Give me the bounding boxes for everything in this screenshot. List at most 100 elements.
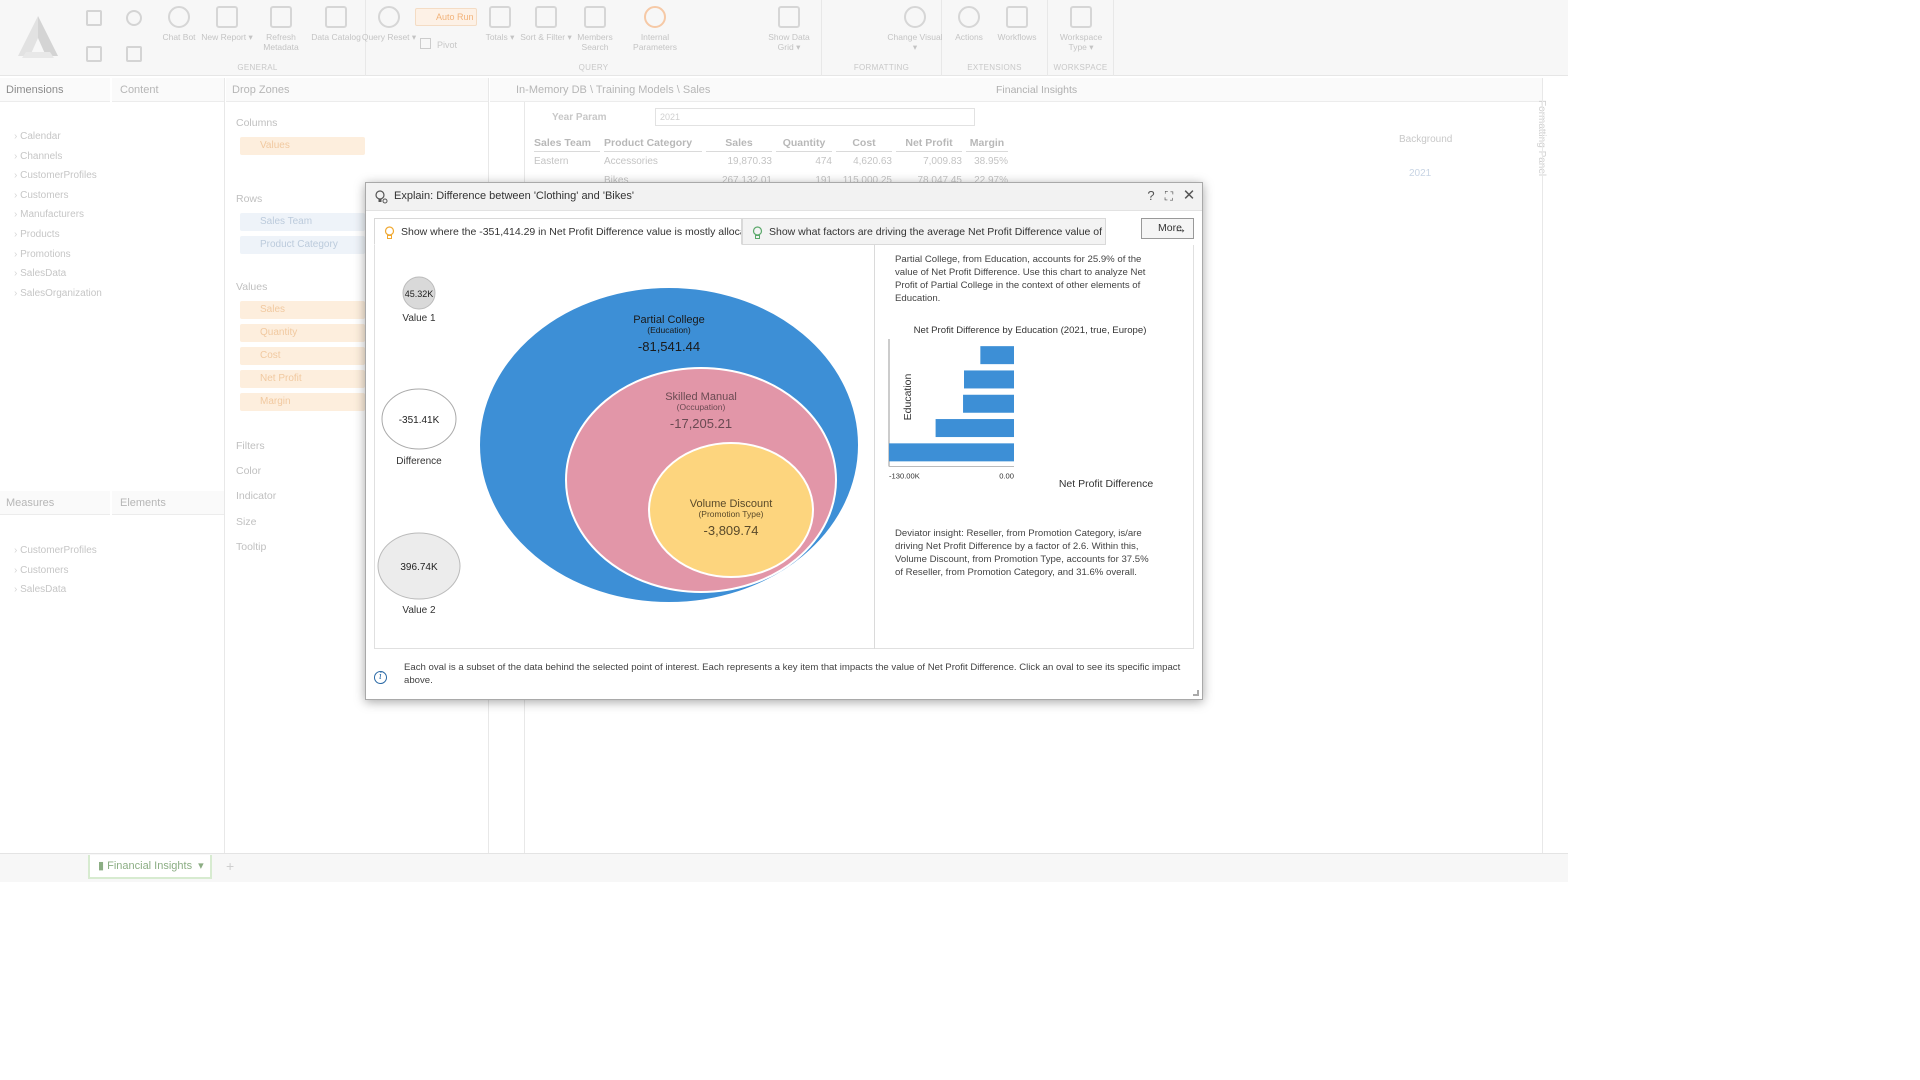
image-icon[interactable]: [86, 46, 102, 62]
internal-parameters-button[interactable]: Internal Parameters: [626, 6, 684, 52]
oval-skilled-manual-name: Skilled Manual: [665, 391, 737, 403]
grid-cell: Accessories: [604, 156, 658, 167]
dialog-footer-note: Each oval is a subset of the data behind…: [404, 662, 1181, 686]
scatter-icon[interactable]: [126, 10, 142, 26]
workflows-button[interactable]: Workflows: [988, 6, 1046, 42]
refresh-metadata-button[interactable]: Refresh Metadata: [252, 6, 310, 52]
grid-header-cell[interactable]: Sales: [706, 137, 772, 152]
measure-item[interactable]: CustomerProfiles: [14, 545, 97, 556]
dimension-item[interactable]: SalesOrganization: [14, 288, 102, 299]
actions-icon: [958, 6, 980, 28]
year-param-select[interactable]: 2021: [655, 108, 975, 126]
value2-bubble-text: 396.74K: [400, 562, 438, 573]
report-breadcrumb: In-Memory DB \ Training Models \ Sales: [490, 78, 1542, 102]
chart-bar[interactable]: [935, 419, 1014, 438]
dimension-item[interactable]: Channels: [14, 151, 62, 162]
grid-cell: 22.97%: [974, 175, 1008, 186]
grid-cell: 267,132.01: [721, 175, 772, 186]
insight-icon: [375, 190, 388, 204]
report-tab-financial-insights[interactable]: ▮ Financial Insights ▾: [88, 855, 212, 879]
grid-cell: Bikes: [604, 175, 629, 186]
size-zone-label[interactable]: Size: [236, 516, 257, 528]
oval-volume-discount[interactable]: [648, 442, 814, 578]
dimension-item[interactable]: Promotions: [14, 249, 71, 260]
close-icon[interactable]: ✕: [1182, 187, 1196, 204]
workspace-type-button[interactable]: Workspace Type ▾: [1052, 6, 1110, 52]
resize-grip-icon[interactable]: [1193, 690, 1199, 696]
auto-run-toggle[interactable]: Auto Run: [415, 8, 477, 26]
grid-cell: 474: [815, 156, 832, 167]
sort-filter-button[interactable]: Sort & Filter ▾: [517, 6, 575, 42]
value2-bubble[interactable]: [377, 532, 461, 600]
dimension-item[interactable]: SalesData: [14, 268, 66, 279]
chart-bar[interactable]: [889, 443, 1014, 462]
ribbon-group-general: GENERAL: [150, 0, 366, 76]
drop-zone-field[interactable]: Sales Team: [240, 213, 365, 231]
drop-zone-field[interactable]: Quantity: [240, 324, 365, 342]
dimension-item[interactable]: Products: [14, 229, 59, 240]
ribbon-group-formatting: FORMATTING: [822, 0, 942, 76]
totals-button[interactable]: Totals ▾: [471, 6, 529, 42]
dimension-item[interactable]: Calendar: [14, 131, 61, 142]
drop-zone-field[interactable]: Values: [240, 137, 365, 155]
indicator-zone-label[interactable]: Indicator: [236, 490, 277, 502]
dimension-item[interactable]: Customers: [14, 190, 68, 201]
maximize-icon[interactable]: ⛶: [1164, 189, 1174, 203]
chart-bar[interactable]: [964, 370, 1014, 389]
color-zone-label[interactable]: Color: [236, 465, 262, 477]
grid-cell: 78,047.45: [917, 175, 963, 186]
grid-header-cell[interactable]: Product Category: [604, 137, 702, 152]
more-button[interactable]: More →: [1141, 218, 1194, 239]
pivot-checkbox[interactable]: Pivot: [420, 38, 457, 50]
show-data-grid-button[interactable]: Show Data Grid ▾: [760, 6, 818, 52]
dimension-item[interactable]: Manufacturers: [14, 209, 84, 220]
chart-bar[interactable]: [963, 394, 1014, 413]
columns-zone-label: Columns: [236, 117, 278, 129]
change-visual-button[interactable]: Change Visual ▾: [886, 6, 944, 52]
grid-header-cell[interactable]: Sales Team: [534, 137, 600, 152]
chat-bot-button[interactable]: Chat Bot: [150, 6, 208, 42]
bar-chart-icon: ▮: [98, 860, 108, 872]
measure-item[interactable]: SalesData: [14, 584, 66, 595]
content-tab[interactable]: Content: [112, 78, 224, 102]
drop-zone-field[interactable]: Cost: [240, 347, 365, 365]
grid-header-cell[interactable]: Margin: [966, 137, 1008, 152]
chart-x-tick-label: -130.00K: [889, 472, 920, 481]
dimension-item[interactable]: CustomerProfiles: [14, 170, 97, 181]
tab-allocation[interactable]: Show where the -351,414.29 in Net Profit…: [374, 218, 742, 245]
table-icon[interactable]: [126, 46, 142, 62]
bottom-tab-bar: [0, 853, 1568, 882]
add-tab-icon[interactable]: +: [226, 858, 235, 874]
grid-header-cell[interactable]: Quantity: [776, 137, 832, 152]
dimensions-tab[interactable]: Dimensions: [0, 78, 110, 102]
chart-icon[interactable]: [86, 10, 102, 26]
grid-header-cell[interactable]: Cost: [836, 137, 892, 152]
tab-driving-factors[interactable]: Show what factors are driving the averag…: [742, 218, 1106, 245]
help-icon[interactable]: ?: [1147, 188, 1155, 203]
difference-bubble-text: -351.41K: [399, 415, 440, 426]
chart-bar[interactable]: [980, 346, 1014, 365]
query-reset-button[interactable]: Query Reset ▾: [360, 6, 418, 42]
drop-zone-field[interactable]: Net Profit: [240, 370, 365, 388]
formatting-panel-tab[interactable]: Formatting Panel: [1536, 100, 1547, 176]
actions-button[interactable]: Actions: [940, 6, 998, 42]
measures-tab[interactable]: Measures: [0, 491, 110, 515]
value1-bubble[interactable]: [402, 276, 436, 310]
elements-tab[interactable]: Elements: [112, 491, 224, 515]
change-visual-icon: [904, 6, 926, 28]
new-report-icon: [216, 6, 238, 28]
drop-zone-field[interactable]: Margin: [240, 393, 365, 411]
refresh-icon: [270, 6, 292, 28]
data-catalog-button[interactable]: Data Catalog: [307, 6, 365, 42]
measure-item[interactable]: Customers: [14, 565, 68, 576]
new-report-button[interactable]: New Report ▾: [198, 6, 256, 42]
filters-zone-label[interactable]: Filters: [236, 440, 265, 452]
grid-header-cell[interactable]: Net Profit: [896, 137, 962, 152]
members-search-button[interactable]: Members Search: [566, 6, 624, 52]
tooltip-zone-label[interactable]: Tooltip: [236, 541, 267, 553]
chevron-down-icon[interactable]: ▾: [198, 860, 204, 872]
difference-bubble[interactable]: [381, 388, 457, 450]
difference-label: Difference: [396, 456, 442, 467]
drop-zone-field[interactable]: Sales: [240, 301, 365, 319]
drop-zone-field[interactable]: Product Category: [240, 236, 365, 254]
